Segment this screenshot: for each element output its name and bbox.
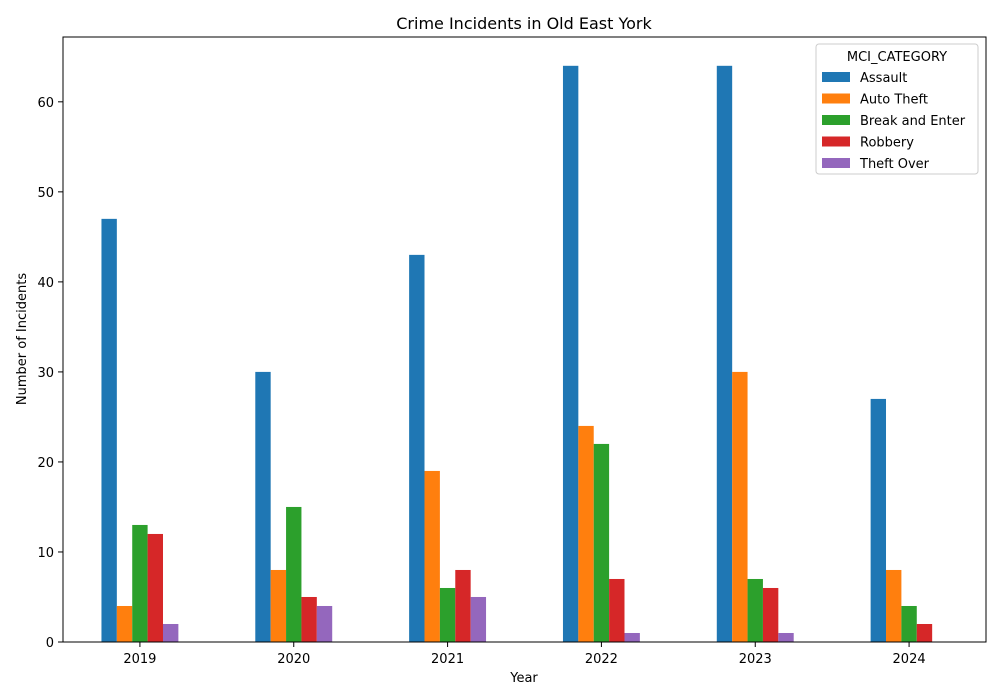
y-tick-label: 40 [37, 276, 54, 291]
legend-swatch [822, 93, 850, 104]
bar-assault-2023 [716, 65, 733, 643]
bar-robbery-2021 [455, 569, 471, 642]
legend: MCI_CATEGORY Assault Auto Theft Break and E… [815, 43, 979, 175]
chart-title: Crime Incidents in Old East York [396, 14, 652, 33]
legend-entry: Break and Enter [860, 114, 966, 129]
bar-assault-2020 [255, 371, 271, 642]
axes-group: 2019 2020 2021 2022 2023 2024 0 10 20 30 40 50 60 [37, 36, 987, 667]
x-tick-label: 2019 [123, 652, 156, 667]
bar-break-and-enter-2021 [439, 587, 456, 642]
legend-swatch [822, 158, 850, 168]
bar-robbery-2024 [916, 623, 933, 642]
bar-theft-over-2022 [624, 632, 640, 642]
bar-break-and-enter-2024 [901, 605, 917, 642]
bar-auto-theft-2023 [732, 371, 748, 642]
legend-box [815, 43, 979, 175]
plot-frame [62, 36, 987, 643]
bar-robbery-2019 [147, 533, 163, 642]
legend-swatch [822, 115, 850, 125]
y-tick-label: 30 [37, 366, 54, 381]
bar-assault-2024 [870, 398, 887, 642]
y-axis-label: Number of Incidents [15, 273, 30, 405]
bar-assault-2021 [409, 254, 425, 643]
bar-assault-2019 [101, 218, 117, 643]
bar-robbery-2020 [301, 596, 317, 642]
x-tick-label: 2021 [431, 652, 464, 667]
bar-assault-2022 [562, 65, 579, 643]
bar-auto-theft-2020 [270, 569, 287, 642]
bar-break-and-enter-2022 [593, 443, 610, 642]
legend-entry: Auto Theft [860, 93, 928, 108]
y-tick-label: 60 [37, 96, 54, 111]
bar-auto-theft-2021 [424, 470, 440, 642]
y-tick-label: 20 [37, 456, 54, 471]
bar-theft-over-2020 [316, 605, 333, 642]
bar-auto-theft-2022 [578, 425, 594, 642]
bar-break-and-enter-2019 [132, 524, 148, 642]
y-tick-label: 0 [46, 636, 54, 651]
legend-swatch [822, 136, 850, 147]
legend-entry: Assault [860, 71, 907, 86]
bar-robbery-2022 [609, 578, 625, 642]
x-tick-label: 2020 [277, 652, 310, 667]
legend-entry: Theft Over [859, 157, 930, 172]
bar-theft-over-2023 [778, 632, 794, 642]
legend-title: MCI_CATEGORY [847, 50, 947, 65]
x-tick-label: 2022 [585, 652, 618, 667]
bar-auto-theft-2019 [116, 605, 133, 642]
y-tick-label: 50 [37, 186, 54, 201]
x-tick-label: 2023 [739, 652, 772, 667]
legend-swatch [822, 72, 850, 82]
bar-theft-over-2019 [162, 623, 179, 642]
y-tick-label: 10 [37, 546, 54, 561]
bars-group [101, 65, 933, 643]
bar-break-and-enter-2020 [286, 506, 302, 642]
bar-robbery-2023 [762, 587, 779, 642]
legend-entry: Robbery [860, 136, 914, 151]
bar-theft-over-2021 [470, 596, 487, 642]
x-tick-label: 2024 [893, 652, 926, 667]
x-axis-label: Year [509, 671, 538, 686]
bar-break-and-enter-2023 [747, 578, 763, 642]
bar-auto-theft-2024 [886, 569, 902, 642]
